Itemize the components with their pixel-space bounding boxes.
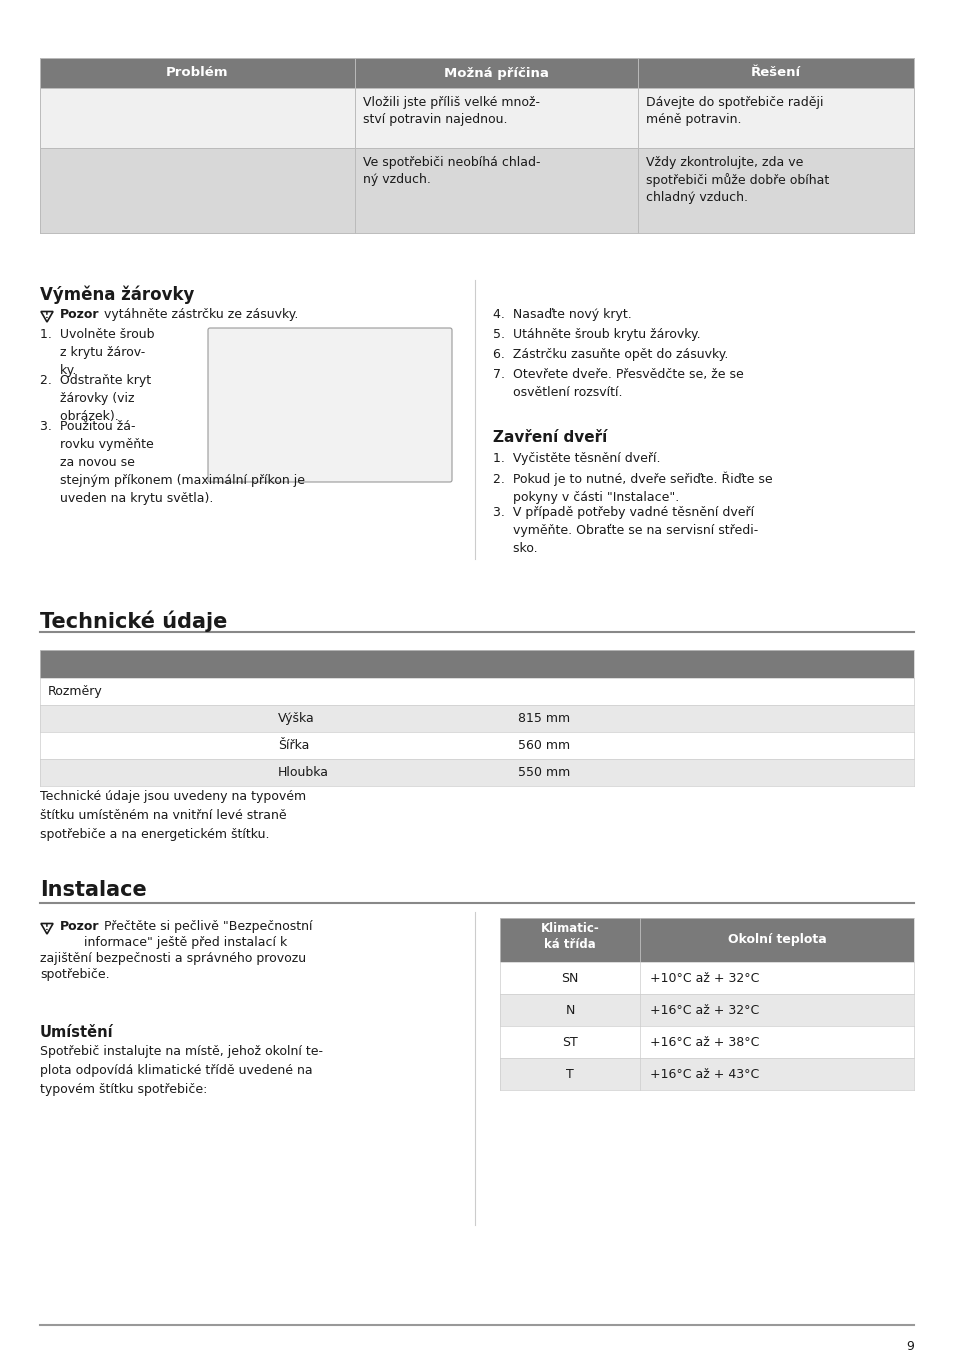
Bar: [499, 1026, 913, 1059]
Text: N: N: [565, 1003, 574, 1017]
Text: Pozor: Pozor: [60, 308, 99, 320]
Text: Přečtěte si pečlivě "Bezpečnostní: Přečtěte si pečlivě "Bezpečnostní: [100, 919, 313, 933]
Text: Umístění: Umístění: [40, 1025, 113, 1040]
Text: Ve spotřebiči neobíhá chlad-
ný vzduch.: Ve spotřebiči neobíhá chlad- ný vzduch.: [363, 155, 540, 187]
Text: 560 mm: 560 mm: [517, 740, 570, 752]
Text: zajištění bezpečnosti a správného provozu: zajištění bezpečnosti a správného provoz…: [40, 952, 306, 965]
Text: 2.  Pokud je to nutné, dveře seřiďte. Řiďte se
     pokyny v části "Instalace".: 2. Pokud je to nutné, dveře seřiďte. Řiď…: [493, 472, 772, 504]
Text: 2.  Odstraňte kryt
     žárovky (viz
     obrázek).: 2. Odstraňte kryt žárovky (viz obrázek).: [40, 375, 151, 423]
Bar: [40, 147, 913, 233]
Text: 4.  Nasaďte nový kryt.: 4. Nasaďte nový kryt.: [493, 308, 631, 320]
Bar: [40, 147, 913, 233]
Text: 9: 9: [905, 1340, 913, 1352]
Text: 3.  Použitou žá-
     rovku vyměňte
     za novou se
     stejným příkonem (maxi: 3. Použitou žá- rovku vyměňte za novou s…: [40, 420, 305, 506]
Bar: [40, 677, 913, 704]
Text: informace" ještě před instalací k: informace" ještě před instalací k: [84, 936, 287, 949]
Text: ST: ST: [561, 1036, 578, 1049]
Text: +16°C až + 38°C: +16°C až + 38°C: [649, 1036, 759, 1049]
Text: T: T: [565, 1068, 574, 1080]
Text: Technické údaje jsou uvedeny na typovém
štítku umístěném na vnitřní levé straně
: Technické údaje jsou uvedeny na typovém …: [40, 790, 306, 841]
Text: Klimatic-
ká třída: Klimatic- ká třída: [540, 922, 598, 950]
Text: Šířka: Šířka: [277, 740, 309, 752]
Text: Vložili jste příliš velké množ-
ství potravin najednou.: Vložili jste příliš velké množ- ství pot…: [363, 96, 539, 126]
Text: Rozměry: Rozměry: [48, 685, 103, 698]
Text: 550 mm: 550 mm: [517, 767, 570, 779]
Text: Dávejte do spotřebiče raději
méně potravin.: Dávejte do spotřebiče raději méně potrav…: [645, 96, 822, 126]
Text: Okolní teplota: Okolní teplota: [727, 933, 825, 946]
Bar: [499, 994, 913, 1026]
Text: 6.  Zástrčku zasuňte opět do zásuvky.: 6. Zástrčku zasuňte opět do zásuvky.: [493, 347, 727, 361]
Bar: [40, 88, 913, 147]
Bar: [40, 650, 913, 677]
Bar: [40, 758, 913, 786]
Text: 815 mm: 815 mm: [517, 713, 570, 725]
Text: Hloubka: Hloubka: [277, 767, 329, 779]
Text: vytáhněte zástrčku ze zásuvky.: vytáhněte zástrčku ze zásuvky.: [100, 308, 298, 320]
Text: Řešení: Řešení: [750, 66, 801, 80]
Text: Technické údaje: Technické údaje: [40, 610, 227, 631]
Text: 7.  Otevřete dveře. Přesvědčte se, že se
     osvětlení rozsvítí.: 7. Otevřete dveře. Přesvědčte se, že se …: [493, 368, 743, 399]
Text: Problém: Problém: [166, 66, 229, 80]
Text: 5.  Utáhněte šroub krytu žárovky.: 5. Utáhněte šroub krytu žárovky.: [493, 329, 700, 341]
Text: 3.  V případě potřeby vadné těsnění dveří
     vyměňte. Obraťte se na servisní s: 3. V případě potřeby vadné těsnění dveří…: [493, 506, 758, 556]
Text: Možná příčina: Možná příčina: [443, 66, 548, 80]
Text: Zavření dveří: Zavření dveří: [493, 430, 607, 445]
Bar: [499, 918, 913, 963]
Text: 1.  Vyčistěte těsnění dveří.: 1. Vyčistěte těsnění dveří.: [493, 452, 659, 465]
Text: +16°C až + 32°C: +16°C až + 32°C: [649, 1003, 759, 1017]
Text: Vždy zkontrolujte, zda ve
spotřebiči může dobře obíhat
chladný vzduch.: Vždy zkontrolujte, zda ve spotřebiči můž…: [645, 155, 828, 204]
Text: Spotřebič instalujte na místě, jehož okolní te-
plota odpovídá klimatické třídě : Spotřebič instalujte na místě, jehož oko…: [40, 1045, 323, 1096]
Bar: [210, 330, 450, 480]
Text: Výška: Výška: [277, 713, 314, 725]
Bar: [499, 963, 913, 994]
Text: Instalace: Instalace: [40, 880, 147, 900]
Text: 1.  Uvolněte šroub
     z krytu žárov-
     ky.: 1. Uvolněte šroub z krytu žárov- ky.: [40, 329, 154, 377]
Bar: [40, 58, 913, 88]
Bar: [40, 731, 913, 758]
Text: Výměna žárovky: Výměna žárovky: [40, 285, 194, 303]
Bar: [40, 88, 913, 147]
FancyBboxPatch shape: [208, 329, 452, 483]
Bar: [40, 704, 913, 731]
Text: spotřebiče.: spotřebiče.: [40, 968, 110, 982]
Bar: [499, 1059, 913, 1090]
Text: !: !: [45, 922, 49, 932]
Text: Pozor: Pozor: [60, 919, 99, 933]
Text: +10°C až + 32°C: +10°C až + 32°C: [649, 972, 759, 984]
Text: +16°C až + 43°C: +16°C až + 43°C: [649, 1068, 759, 1080]
Text: SN: SN: [560, 972, 578, 984]
Text: !: !: [45, 311, 49, 319]
